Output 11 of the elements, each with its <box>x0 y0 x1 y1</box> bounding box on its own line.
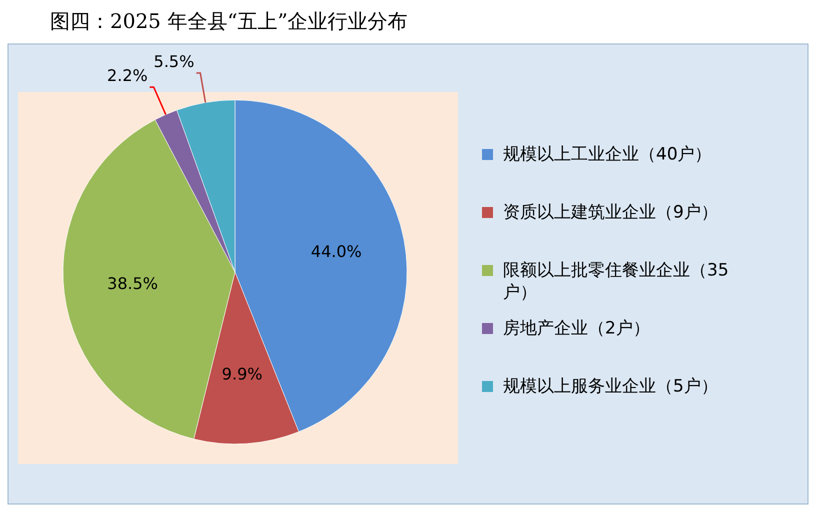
legend-label: 限额以上批零住餐业企业（35户） <box>503 260 729 303</box>
data-label: 5.5% <box>154 52 194 71</box>
data-label: 44.0% <box>310 242 362 261</box>
legend-label: 规模以上服务业企业（5户） <box>503 376 718 397</box>
legend-label: 资质以上建筑业企业（9户） <box>503 202 718 223</box>
chart-title: 图四：2025 年全县“五上”企业行业分布 <box>50 9 408 33</box>
legend-label: 规模以上工业企业（40户） <box>503 144 712 165</box>
data-label: 2.2% <box>107 66 148 86</box>
data-label: 9.9% <box>222 364 262 384</box>
legend-label: 房地产企业（2户） <box>503 318 650 339</box>
data-label: 38.5% <box>107 274 158 293</box>
